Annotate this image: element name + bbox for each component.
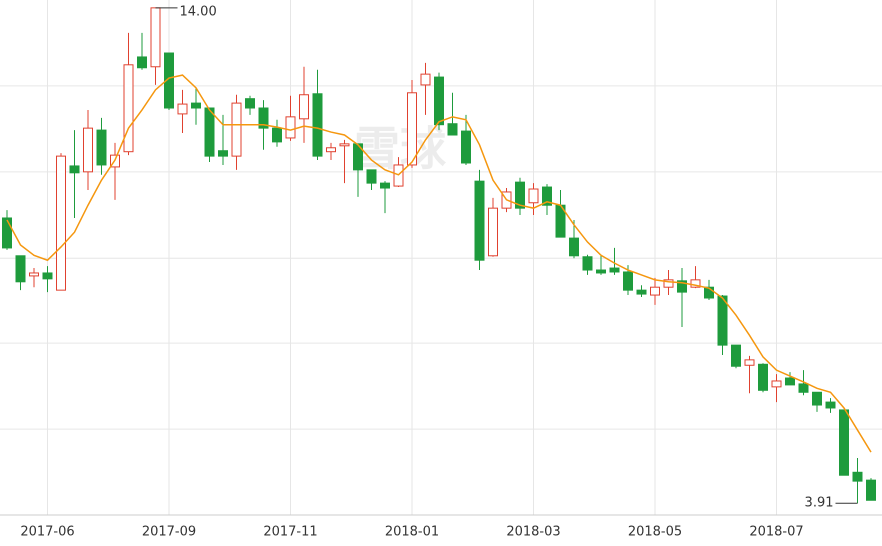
candle-body [258,107,269,129]
candle-body [798,383,809,393]
candle-body [285,116,296,139]
candle-body [717,295,728,346]
candle-body [218,150,228,157]
candle-body [150,7,161,68]
candle-body [461,130,471,164]
candle-body [596,269,606,274]
candle-body [137,56,147,69]
candle-body [839,409,849,476]
candle-body [528,188,539,204]
candle-body [123,64,134,153]
candle-body [407,92,417,166]
candle-body [164,52,174,109]
moving-average-line [6,74,872,453]
candle-body [758,363,768,391]
candle-body [69,165,80,174]
candle-body [29,272,39,277]
candle-body [582,256,593,271]
candle-body [326,147,336,153]
x-tick-label: 2017-11 [263,525,317,540]
candle-body [690,279,701,288]
x-tick-label: 2017-06 [20,525,74,540]
x-tick-label: 2018-07 [749,525,803,540]
candle-body [609,267,620,273]
candle-body [434,76,444,126]
candle-body [272,127,282,143]
candle-body [231,102,242,157]
candle-body [744,359,755,366]
candle-body [852,471,863,482]
candle-body [771,380,782,388]
candle-body [353,143,363,171]
candle-body [785,377,795,386]
candle-body [245,98,255,109]
candle-body [83,127,93,173]
candle-body [56,155,66,291]
candle-body [812,391,822,406]
candle-body [825,401,836,409]
candle-body [191,102,201,109]
candle-body [663,279,674,288]
candle-body [650,286,660,296]
candle-body [731,344,741,367]
candle-body [704,286,714,299]
x-tick-label: 2018-01 [385,525,439,540]
candle-body [420,73,431,86]
candle-body [636,289,647,295]
candle-body [366,169,377,184]
candle-body [204,107,215,157]
candle-body [623,271,633,291]
candle-body [569,237,579,257]
candle-body [380,182,390,189]
candle-body [474,180,485,261]
candle-body [515,181,525,209]
x-tick-label: 2018-05 [628,525,682,540]
candle-body [2,217,12,249]
candle-body [447,123,458,136]
candle-body [96,129,107,166]
candle-body [339,143,350,147]
max-annotation: 14.00 [180,4,217,19]
candle-body [677,280,687,293]
x-tick-label: 2017-09 [142,525,196,540]
candle-body [177,103,188,115]
candle-body [488,207,498,257]
x-tick-label: 2018-03 [506,525,560,540]
candle-body [15,255,26,283]
candle-body [542,186,552,206]
min-annotation: 3.91 [805,496,834,511]
candle-body [299,94,309,120]
candle-body [866,479,876,501]
candle-body [42,272,53,280]
candle-body [312,93,323,157]
